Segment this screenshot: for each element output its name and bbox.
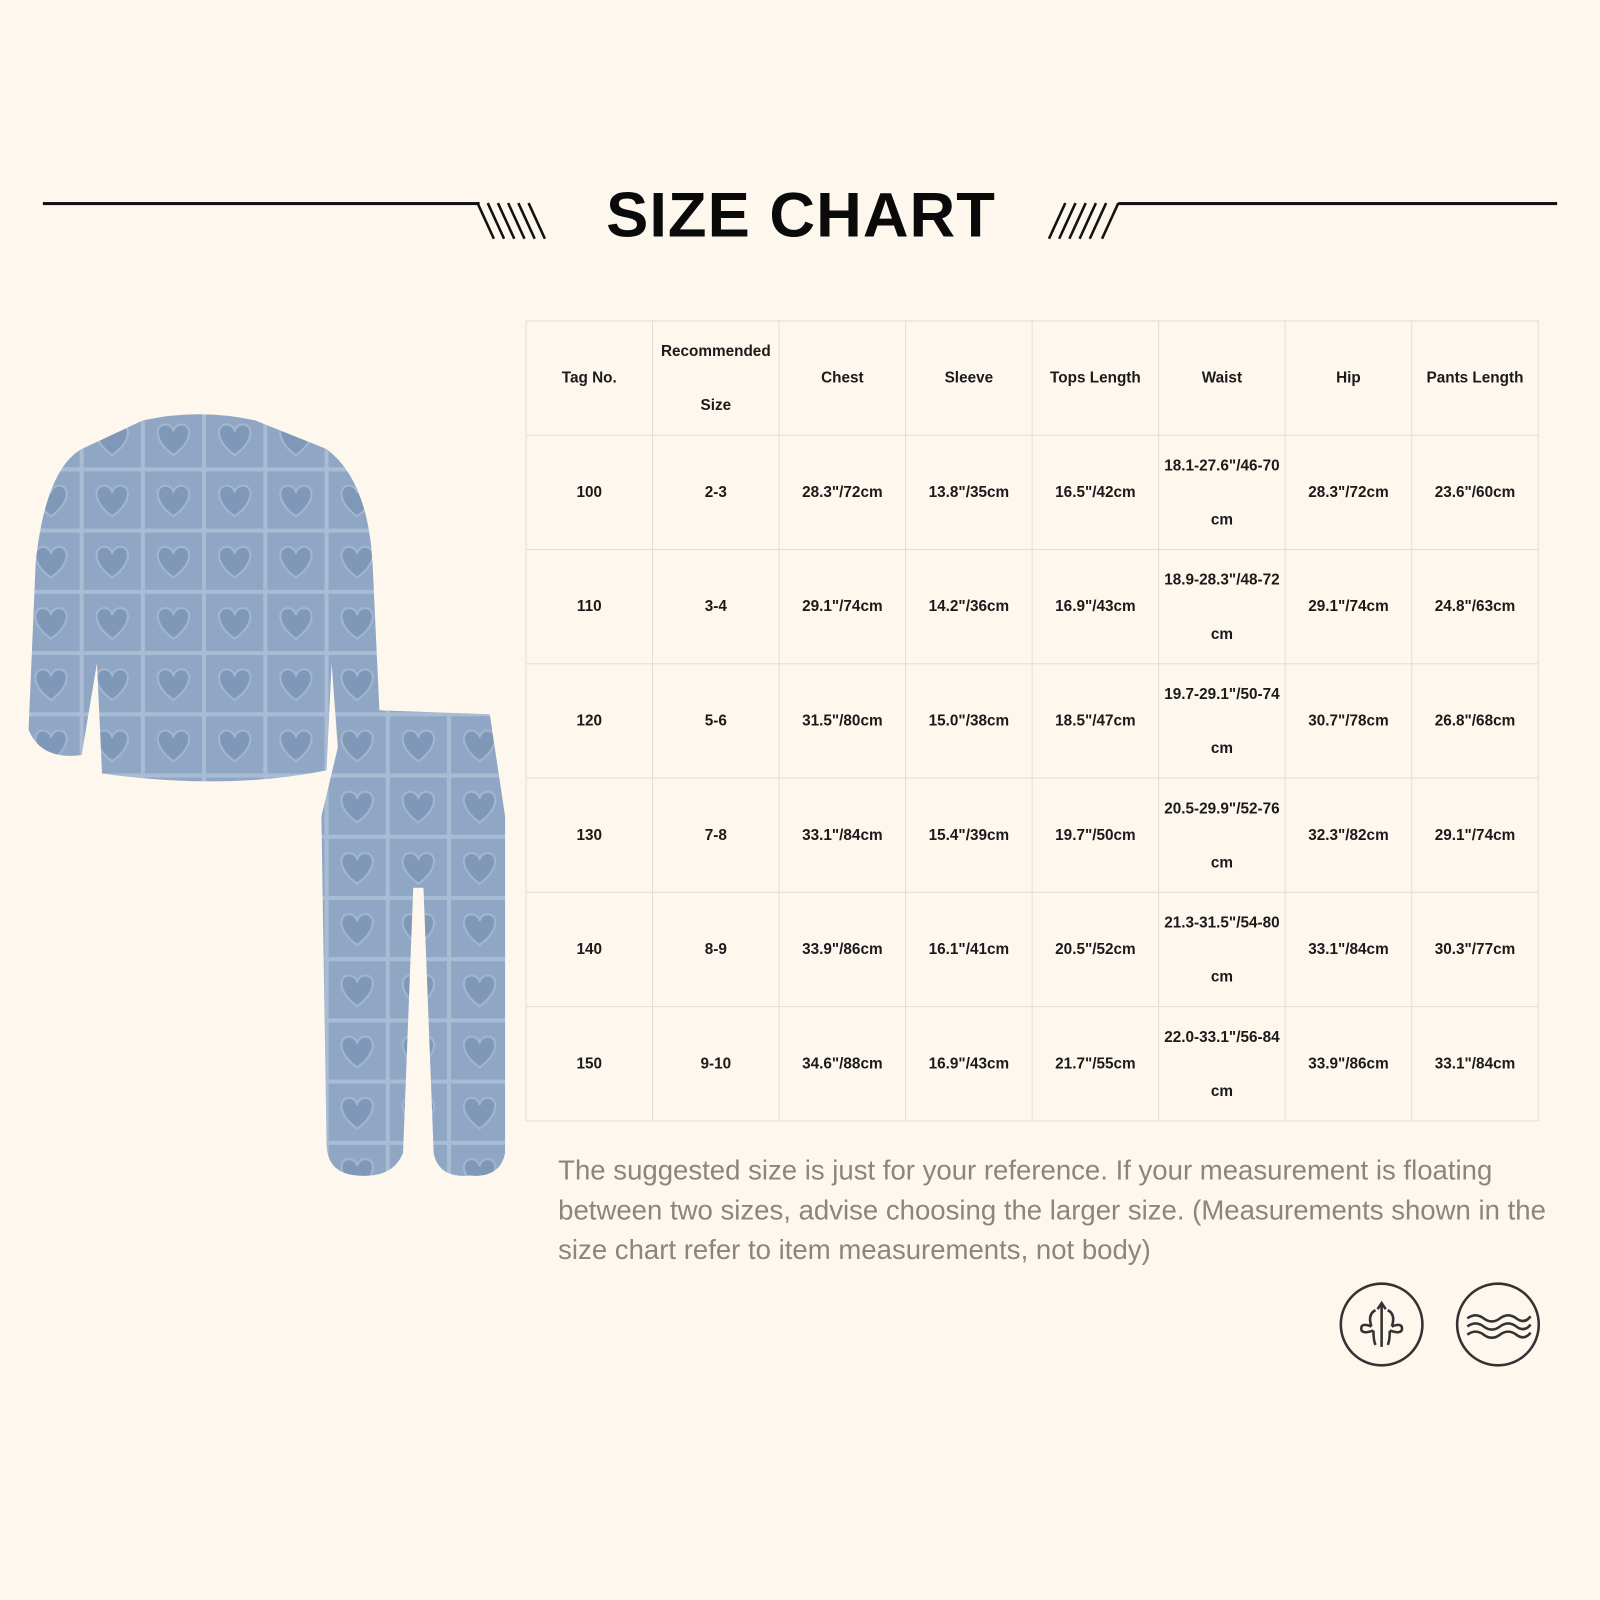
header-sleeve: Sleeve [905, 320, 1033, 436]
cell-recommended-size: 8-9 [652, 891, 780, 1008]
cell-waist: 18.9-28.3"/48-72cm [1158, 548, 1286, 665]
cell-tops-length: 16.5"/42cm [1031, 434, 1160, 550]
cell-recommended-size: 3-4 [652, 548, 780, 665]
cell-pants-length: 30.3"/77cm [1411, 891, 1539, 1008]
left-hatch-decoration [476, 202, 547, 240]
cell-chest: 28.3"/72cm [778, 434, 907, 550]
pajama-set-image [28, 414, 506, 1176]
cell-sleeve: 14.2"/36cm [905, 548, 1033, 665]
cell-hip: 30.7"/78cm [1284, 663, 1413, 779]
cell-recommended-size: 9-10 [652, 1006, 780, 1122]
cell-tag-no: 130 [525, 777, 654, 893]
cell-tag-no: 110 [525, 548, 654, 665]
cell-recommended-size: 5-6 [652, 663, 780, 779]
cell-chest: 34.6"/88cm [778, 1006, 907, 1122]
sweater-shape [28, 414, 380, 782]
table-row: 100 2-3 28.3"/72cm 13.8"/35cm 16.5"/42cm 18.1… [525, 434, 1539, 550]
page-title: SIZE CHART [606, 180, 996, 252]
cell-recommended-size: 7-8 [652, 777, 780, 893]
cell-hip: 28.3"/72cm [1284, 434, 1413, 550]
table-header-row: Tag No. Recommended Size Chest Sleeve To… [525, 320, 1539, 436]
cell-waist: 19.7-29.1"/50-74cm [1158, 663, 1286, 779]
cell-tag-no: 150 [525, 1006, 654, 1122]
cell-chest: 31.5"/80cm [778, 663, 907, 779]
cell-waist: 22.0-33.1"/56-84cm [1158, 1006, 1286, 1122]
header-recommended-size: Recommended Size [652, 320, 780, 436]
header-pants-length: Pants Length [1411, 320, 1539, 436]
table-row: 110 3-4 29.1"/74cm 14.2"/36cm 16.9"/43cm 18.9… [525, 548, 1539, 665]
header-hip: Hip [1284, 320, 1413, 436]
table-row: 150 9-10 34.6"/88cm 16.9"/43cm 21.7"/55cm 22.… [525, 1006, 1539, 1122]
cell-sleeve: 16.9"/43cm [905, 1006, 1033, 1122]
cell-hip: 33.9"/86cm [1284, 1006, 1413, 1122]
cell-sleeve: 16.1"/41cm [905, 891, 1033, 1008]
cell-tops-length: 19.7"/50cm [1031, 777, 1160, 893]
table-row: 140 8-9 33.9"/86cm 16.1"/41cm 20.5"/52cm 21.3… [525, 891, 1539, 1008]
cell-waist: 21.3-31.5"/54-80cm [1158, 891, 1286, 1008]
size-table: Tag No. Recommended Size Chest Sleeve To… [525, 320, 1539, 1122]
cell-chest: 29.1"/74cm [778, 548, 907, 665]
cell-tops-length: 18.5"/47cm [1031, 663, 1160, 779]
cell-hip: 29.1"/74cm [1284, 548, 1413, 665]
table-row: 130 7-8 33.1"/84cm 15.4"/39cm 19.7"/50cm 20.5… [525, 777, 1539, 893]
pants-shape [321, 709, 506, 1176]
breathable-fabric-icon [1339, 1282, 1424, 1367]
table-row: 120 5-6 31.5"/80cm 15.0"/38cm 18.5"/47cm 19.7… [525, 663, 1539, 779]
header-tag-no: Tag No. [525, 320, 654, 436]
left-title-rule [42, 202, 480, 206]
cell-waist: 18.1-27.6"/46-70cm [1158, 434, 1286, 550]
cell-tops-length: 16.9"/43cm [1031, 548, 1160, 665]
cell-tag-no: 120 [525, 663, 654, 779]
cell-pants-length: 29.1"/74cm [1411, 777, 1539, 893]
cell-tag-no: 140 [525, 891, 654, 1008]
right-title-rule [1118, 202, 1558, 206]
cell-chest: 33.1"/84cm [778, 777, 907, 893]
cell-tops-length: 20.5"/52cm [1031, 891, 1160, 1008]
cell-hip: 33.1"/84cm [1284, 891, 1413, 1008]
size-note: The suggested size is just for your refe… [558, 1155, 1546, 1266]
cell-tag-no: 100 [525, 434, 654, 550]
cell-sleeve: 15.0"/38cm [905, 663, 1033, 779]
cell-recommended-size: 2-3 [652, 434, 780, 550]
cell-pants-length: 33.1"/84cm [1411, 1006, 1539, 1122]
header-chest: Chest [778, 320, 907, 436]
cell-hip: 32.3"/82cm [1284, 777, 1413, 893]
cell-sleeve: 15.4"/39cm [905, 777, 1033, 893]
header-tops-length: Tops Length [1031, 320, 1160, 436]
cell-waist: 20.5-29.9"/52-76cm [1158, 777, 1286, 893]
cell-sleeve: 13.8"/35cm [905, 434, 1033, 550]
cell-tops-length: 21.7"/55cm [1031, 1006, 1160, 1122]
cell-pants-length: 24.8"/63cm [1411, 548, 1539, 665]
right-hatch-decoration [1047, 202, 1120, 240]
header-waist: Waist [1158, 320, 1286, 436]
cell-pants-length: 26.8"/68cm [1411, 663, 1539, 779]
soft-wave-icon [1455, 1282, 1541, 1367]
cell-chest: 33.9"/86cm [778, 891, 907, 1008]
cell-pants-length: 23.6"/60cm [1411, 434, 1539, 550]
